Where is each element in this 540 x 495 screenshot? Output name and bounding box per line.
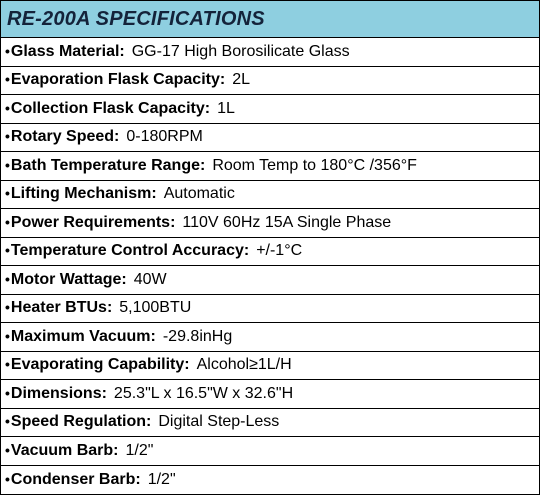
spec-label: Speed Regulation:: [10, 413, 152, 431]
spec-label: Rotary Speed:: [10, 128, 120, 146]
spec-header: RE-200A SPECIFICATIONS: [1, 1, 539, 38]
bullet-icon: •: [5, 470, 10, 487]
bullet-icon: •: [5, 99, 10, 116]
spec-value: Alcohol≥1L/H: [196, 356, 292, 374]
spec-value: 1/2": [125, 441, 154, 459]
spec-row: • Glass Material: GG-17 High Borosilicat…: [1, 38, 539, 67]
spec-value: Room Temp to 180°C /356°F: [212, 156, 417, 174]
spec-row: • Bath Temperature Range: Room Temp to 1…: [1, 152, 539, 181]
spec-row: • Condenser Barb: 1/2": [1, 466, 539, 495]
spec-value: 110V 60Hz 15A Single Phase: [182, 213, 392, 231]
spec-title: RE-200A SPECIFICATIONS: [7, 7, 265, 30]
spec-label: Heater BTUs:: [10, 299, 113, 317]
spec-row: • Vacuum Barb: 1/2": [1, 437, 539, 466]
bullet-icon: •: [5, 299, 10, 316]
spec-value: -29.8inHg: [162, 327, 233, 345]
bullet-icon: •: [5, 384, 10, 401]
spec-value: GG-17 High Borosilicate Glass: [131, 42, 350, 60]
spec-label: Lifting Mechanism:: [10, 185, 157, 203]
spec-value: 5,100BTU: [119, 299, 192, 317]
spec-rows: • Glass Material: GG-17 High Borosilicat…: [1, 38, 539, 494]
bullet-icon: •: [5, 42, 10, 59]
bullet-icon: •: [5, 213, 10, 230]
spec-label: Evaporating Capability:: [10, 356, 190, 374]
spec-label: Power Requirements:: [10, 213, 176, 231]
spec-row: • Evaporation Flask Capacity: 2L: [1, 67, 539, 95]
spec-row: • Rotary Speed: 0-180RPM: [1, 124, 539, 152]
spec-row: • Collection Flask Capacity: 1L: [1, 95, 539, 124]
bullet-icon: •: [5, 413, 10, 430]
spec-row: • Temperature Control Accuracy: +/-1°C: [1, 238, 539, 266]
spec-row: • Speed Regulation: Digital Step-Less: [1, 409, 539, 437]
spec-row: • Evaporating Capability: Alcohol≥1L/H: [1, 352, 539, 380]
spec-label: Collection Flask Capacity:: [10, 99, 211, 117]
bullet-icon: •: [5, 441, 10, 458]
bullet-icon: •: [5, 356, 10, 373]
spec-label: Glass Material:: [10, 42, 125, 60]
bullet-icon: •: [5, 327, 10, 344]
spec-value: Automatic: [163, 185, 235, 203]
spec-value: 0-180RPM: [126, 128, 203, 146]
spec-row: • Motor Wattage: 40W: [1, 266, 539, 295]
spec-label: Bath Temperature Range:: [10, 156, 206, 174]
spec-label: Motor Wattage:: [10, 270, 127, 288]
spec-row: • Lifting Mechanism: Automatic: [1, 181, 539, 209]
bullet-icon: •: [5, 242, 10, 259]
spec-label: Vacuum Barb:: [10, 441, 119, 459]
spec-value: 1L: [217, 99, 235, 117]
spec-value: 40W: [133, 270, 167, 288]
spec-label: Maximum Vacuum:: [10, 327, 156, 345]
bullet-icon: •: [5, 185, 10, 202]
spec-value: +/-1°C: [256, 242, 303, 260]
spec-value: 25.3"L x 16.5"W x 32.6"H: [113, 384, 294, 402]
spec-label: Temperature Control Accuracy:: [10, 242, 250, 260]
bullet-icon: •: [5, 71, 10, 88]
spec-label: Condenser Barb:: [10, 470, 141, 488]
spec-label: Dimensions:: [10, 384, 107, 402]
bullet-icon: •: [5, 156, 10, 173]
bullet-icon: •: [5, 128, 10, 145]
spec-row: • Power Requirements: 110V 60Hz 15A Sing…: [1, 209, 539, 238]
bullet-icon: •: [5, 270, 10, 287]
spec-value: 1/2": [147, 470, 176, 488]
spec-label: Evaporation Flask Capacity:: [10, 71, 226, 89]
spec-row: • Maximum Vacuum: -29.8inHg: [1, 323, 539, 352]
spec-row: • Heater BTUs: 5,100BTU: [1, 295, 539, 323]
spec-value: Digital Step-Less: [158, 413, 280, 431]
spec-row: • Dimensions: 25.3"L x 16.5"W x 32.6"H: [1, 380, 539, 409]
spec-value: 2L: [232, 71, 250, 89]
